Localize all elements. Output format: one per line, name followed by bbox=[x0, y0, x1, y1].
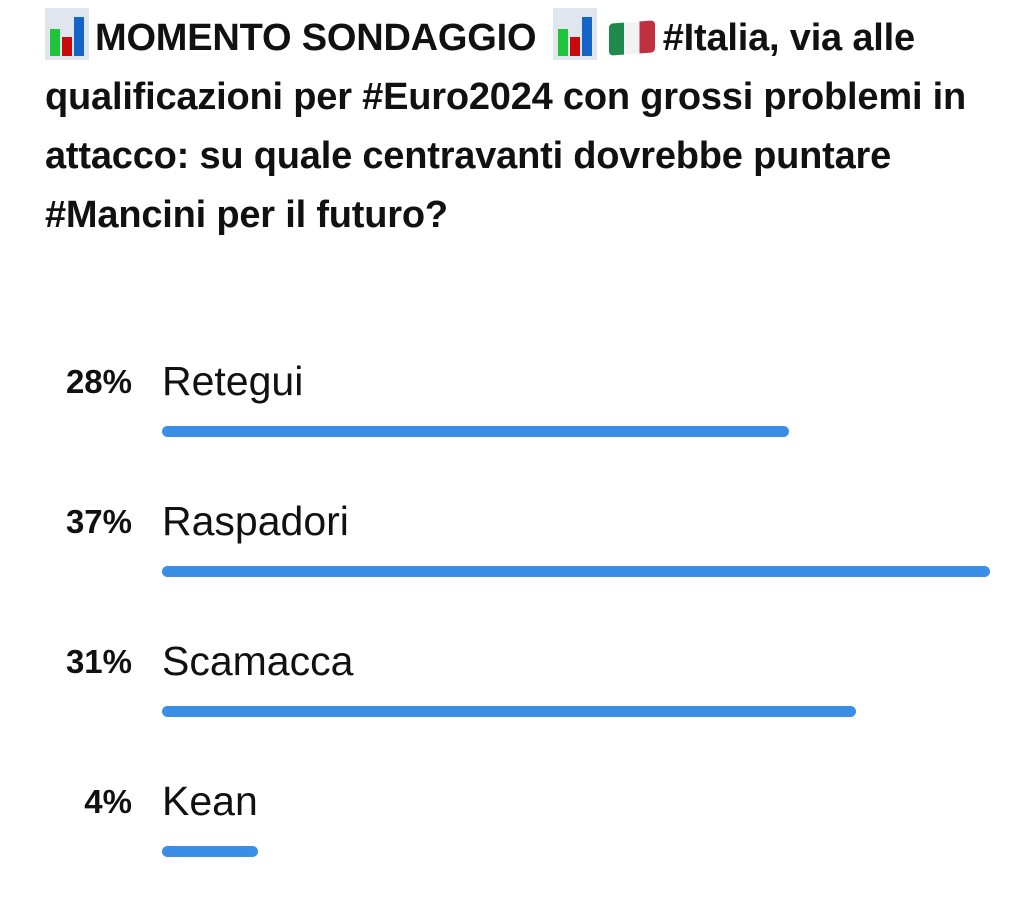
bar-chart-icon bbox=[552, 8, 597, 60]
poll-question: MOMENTO SONDAGGIO #Italia, via alle qual… bbox=[45, 8, 1005, 245]
poll-option-retegui[interactable]: 28% Retegui bbox=[0, 358, 1025, 498]
option-label: Retegui bbox=[162, 358, 304, 404]
poll-option-kean[interactable]: 4% Kean bbox=[0, 778, 1025, 918]
option-result-bar bbox=[162, 566, 990, 577]
option-label: Scamacca bbox=[162, 638, 354, 684]
option-percent: 31% bbox=[65, 643, 132, 680]
option-result-bar bbox=[162, 426, 789, 437]
poll-question-text: #Italia, via alle qualificazioni per #Eu… bbox=[45, 17, 967, 236]
italy-flag-icon bbox=[608, 20, 655, 56]
option-result-bar bbox=[162, 846, 258, 857]
poll-title: MOMENTO SONDAGGIO bbox=[95, 17, 537, 59]
bar-chart-icon bbox=[45, 8, 89, 60]
option-percent: 37% bbox=[65, 503, 132, 540]
option-label: Raspadori bbox=[162, 498, 349, 544]
option-percent: 28% bbox=[65, 363, 132, 400]
option-label: Kean bbox=[162, 778, 258, 824]
poll-option-raspadori[interactable]: 37% Raspadori bbox=[0, 498, 1025, 638]
option-result-bar bbox=[162, 706, 856, 717]
option-percent: 4% bbox=[84, 783, 132, 820]
poll-option-scamacca[interactable]: 31% Scamacca bbox=[0, 638, 1025, 778]
